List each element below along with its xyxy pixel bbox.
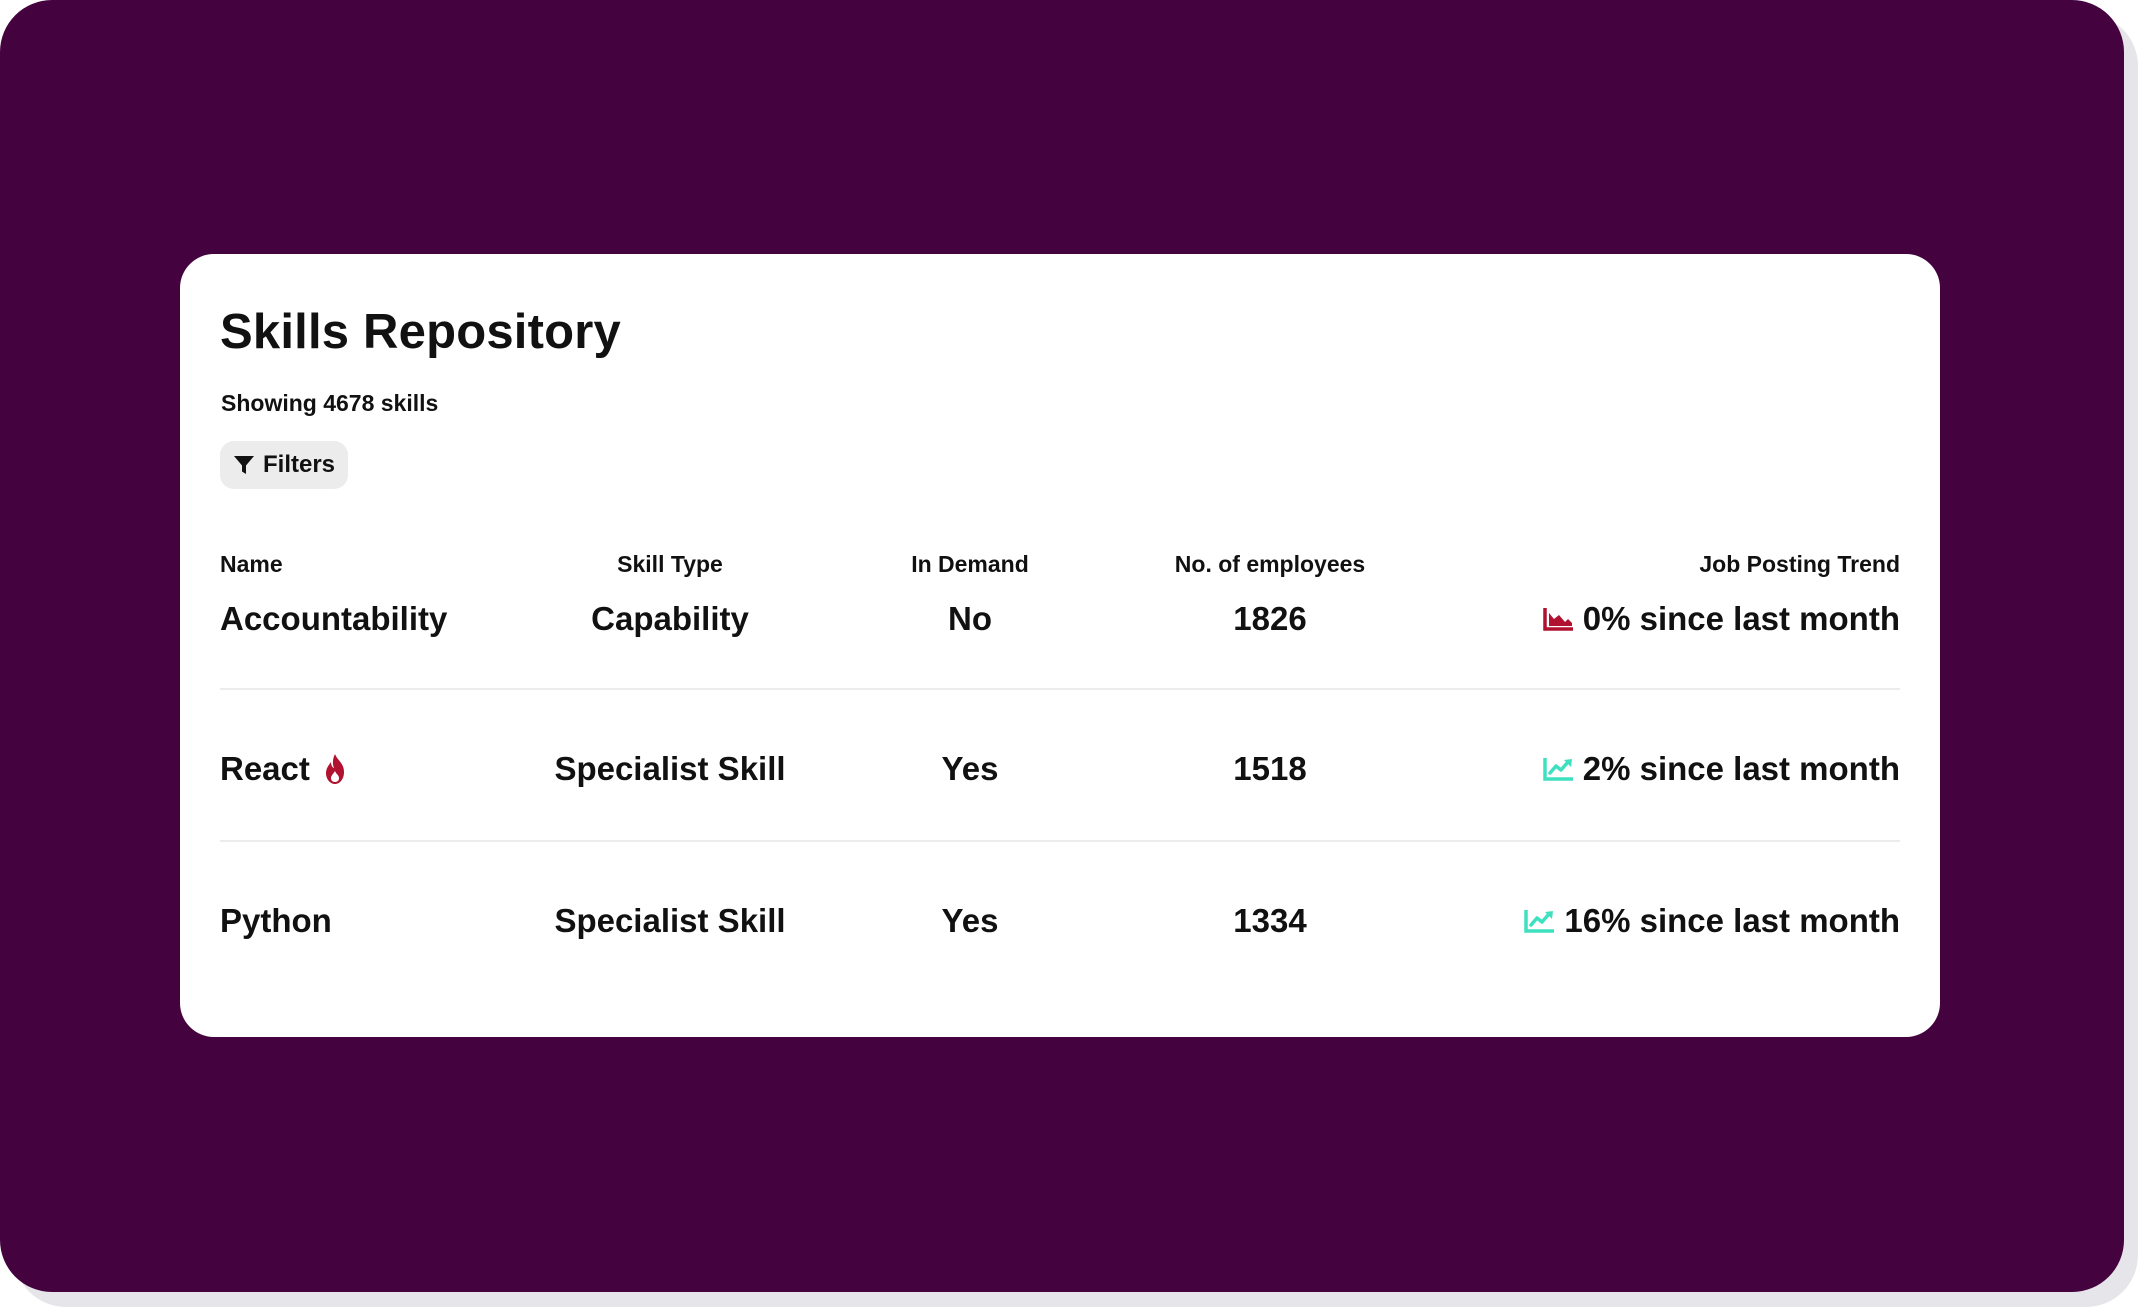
fire-icon [322,753,348,785]
page-title: Skills Repository [220,305,621,359]
skills-count: Showing 4678 skills [221,390,439,416]
header-trend[interactable]: Job Posting Trend [1699,550,1900,577]
chart-down-icon [1542,606,1575,632]
skill-name-cell: Accountability [220,584,520,654]
trend-cell: 2% since last month [1420,734,1900,804]
in-demand-cell: No [948,600,992,637]
table-header: Name Skill Type In Demand No. of employe… [220,544,1900,584]
header-in-demand[interactable]: In Demand [911,550,1029,577]
table-row[interactable]: React Specialist Skill Yes 1518 [220,734,1900,804]
filters-button[interactable]: Filters [220,441,348,489]
trend-cell: 16% since last month [1420,886,1900,956]
trend-cell: 0% since last month [1420,584,1900,654]
row-divider [220,688,1900,690]
chart-up-icon [1542,756,1575,782]
skill-type-cell: Specialist Skill [554,902,786,939]
in-demand-cell: Yes [941,750,999,787]
skill-type-cell: Specialist Skill [554,750,786,787]
filters-label: Filters [262,451,336,478]
filter-icon [233,454,255,476]
skill-name-cell: Python [220,886,520,956]
employees-cell: 1334 [1233,902,1307,939]
in-demand-cell: Yes [941,902,999,939]
header-employees[interactable]: No. of employees [1174,550,1366,577]
skills-card: Skills Repository Showing 4678 skills Fi… [180,254,1940,1037]
skill-name: React [220,750,310,787]
table-row[interactable]: Accountability Capability No 1826 0% sin… [220,584,1900,654]
header-name[interactable]: Name [220,550,283,577]
chart-up-icon [1524,908,1556,934]
skill-name: Accountability [220,600,448,637]
table-row[interactable]: Python Specialist Skill Yes 1334 16% sin… [220,886,1900,956]
skill-name: Python [220,902,332,939]
skill-type-cell: Capability [591,600,749,637]
trend-text: 2% since last month [1582,750,1900,787]
employees-cell: 1518 [1233,750,1307,787]
trend-text: 0% since last month [1582,600,1900,637]
employees-cell: 1826 [1233,600,1307,637]
trend-text: 16% since last month [1564,902,1900,939]
skill-name-cell: React [220,734,520,804]
row-divider [220,840,1900,842]
header-skill-type[interactable]: Skill Type [617,550,723,577]
